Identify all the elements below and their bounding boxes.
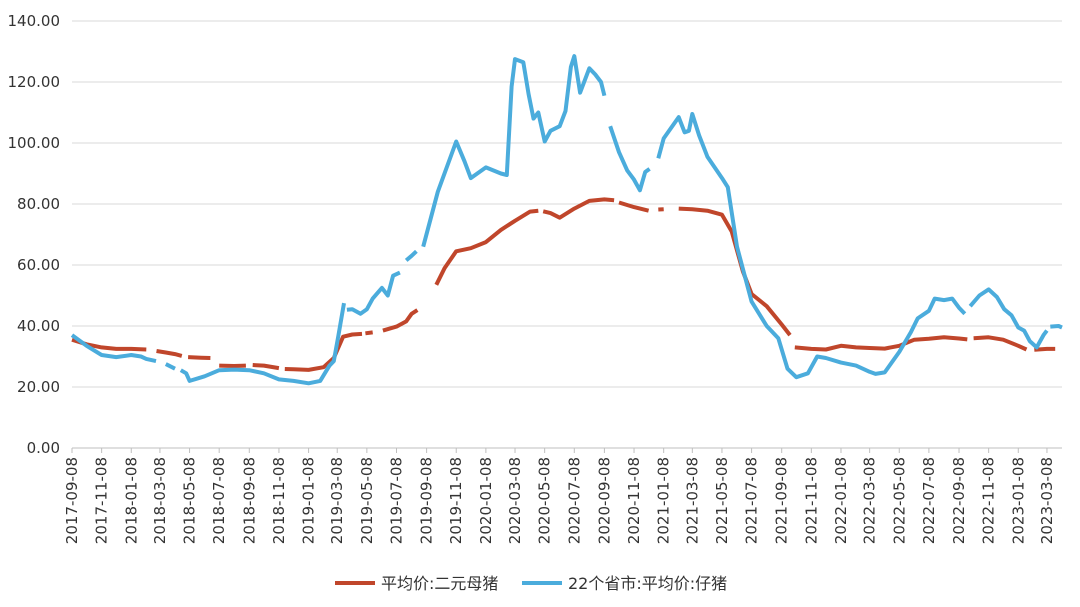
series-line-segment: [346, 270, 401, 316]
series-0: [71, 197, 1056, 372]
x-tick-label: 2019-03-08: [328, 457, 346, 544]
x-tick-label: 2023-01-08: [1009, 457, 1027, 544]
x-tick-label: 2021-03-08: [683, 457, 701, 544]
x-tick-label: 2022-11-08: [980, 457, 998, 544]
series-line-segment: [973, 335, 1028, 352]
x-tick-label: 2020-11-08: [625, 457, 643, 544]
x-tick-label: 2019-11-08: [447, 457, 465, 544]
y-tick-label: 100.00: [8, 134, 61, 152]
series-line-segment: [179, 302, 346, 386]
x-tick-label: 2019-05-08: [358, 457, 376, 544]
series-line-segment: [164, 362, 176, 371]
x-tick-label: 2019-07-08: [387, 457, 405, 544]
x-tick-label: 2018-03-08: [151, 457, 169, 544]
series-line-segment: [70, 333, 157, 364]
series-1: [70, 54, 1063, 386]
series-line-segment: [365, 330, 373, 336]
series-line-segment: [618, 200, 650, 213]
x-tick-label: 2021-07-08: [743, 457, 761, 544]
x-tick-label: 2021-09-08: [773, 457, 791, 544]
series-line-segment: [434, 208, 539, 286]
series-layer: [70, 54, 1063, 386]
series-line-segment: [608, 125, 651, 193]
y-tick-label: 80.00: [17, 195, 60, 213]
x-tick-label: 2023-03-08: [1038, 457, 1056, 544]
series-line-segment: [252, 363, 280, 371]
x-tick-label: 2022-01-08: [832, 457, 850, 544]
x-tick-label: 2021-05-08: [713, 457, 731, 544]
y-tick-label: 120.00: [8, 73, 61, 91]
series-line-segment: [1050, 324, 1063, 330]
y-tick-label: 0.00: [27, 439, 60, 457]
legend-label-sow: 平均价:二元母猪: [381, 574, 498, 593]
x-tick-label: 2022-09-08: [950, 457, 968, 544]
series-line-segment: [382, 308, 419, 333]
y-tick-label: 140.00: [8, 12, 61, 30]
x-tick-label: 2019-09-08: [418, 457, 436, 544]
x-tick-label: 2018-11-08: [270, 457, 288, 544]
y-tick-label: 60.00: [17, 256, 60, 274]
x-tick-label: 2018-05-08: [181, 457, 199, 544]
series-line-segment: [284, 331, 363, 372]
series-line-segment: [968, 287, 1049, 350]
x-tick-label: 2020-03-08: [506, 457, 524, 544]
x-tick-label: 2020-01-08: [477, 457, 495, 544]
x-tick-label: 2021-01-08: [655, 457, 673, 544]
series-line-segment: [421, 54, 607, 248]
grid-layer: [72, 20, 1062, 449]
legend: 平均价:二元母猪 22个省市:平均价:仔猪: [335, 574, 727, 593]
x-axis-tick-labels: 2017-09-08 2017-11-08 2018-01-08 2018-03-08…: [63, 448, 1056, 544]
x-tick-label: 2022-07-08: [920, 457, 938, 544]
series-line-segment: [794, 335, 968, 352]
x-tick-label: 2018-07-08: [210, 457, 228, 544]
x-tick-label: 2018-09-08: [240, 457, 258, 544]
y-axis-tick-labels: 0.00 20.00 40.00 60.00 80.00 100.00 120.00 140.…: [8, 12, 61, 457]
series-line-segment: [542, 197, 615, 220]
series-line-segment: [656, 112, 967, 380]
series-line-segment: [156, 349, 183, 358]
x-tick-label: 2017-09-08: [63, 457, 81, 544]
series-line-segment: [188, 355, 211, 360]
x-tick-label: 2020-07-08: [565, 457, 583, 544]
x-tick-label: 2018-01-08: [122, 457, 140, 544]
y-tick-label: 40.00: [17, 317, 60, 335]
x-tick-label: 2017-11-08: [93, 457, 111, 544]
series-line-segment: [404, 249, 418, 262]
x-tick-label: 2020-09-08: [595, 457, 613, 544]
x-tick-label: 2020-05-08: [536, 457, 554, 544]
y-tick-label: 20.00: [17, 378, 60, 396]
series-line-segment: [1034, 346, 1056, 352]
x-tick-label: 2021-11-08: [802, 457, 820, 544]
legend-label-piglet: 22个省市:平均价:仔猪: [568, 574, 727, 593]
x-tick-label: 2019-01-08: [300, 457, 318, 544]
x-tick-label: 2022-05-08: [890, 457, 908, 544]
x-tick-label: 2022-03-08: [861, 457, 879, 544]
